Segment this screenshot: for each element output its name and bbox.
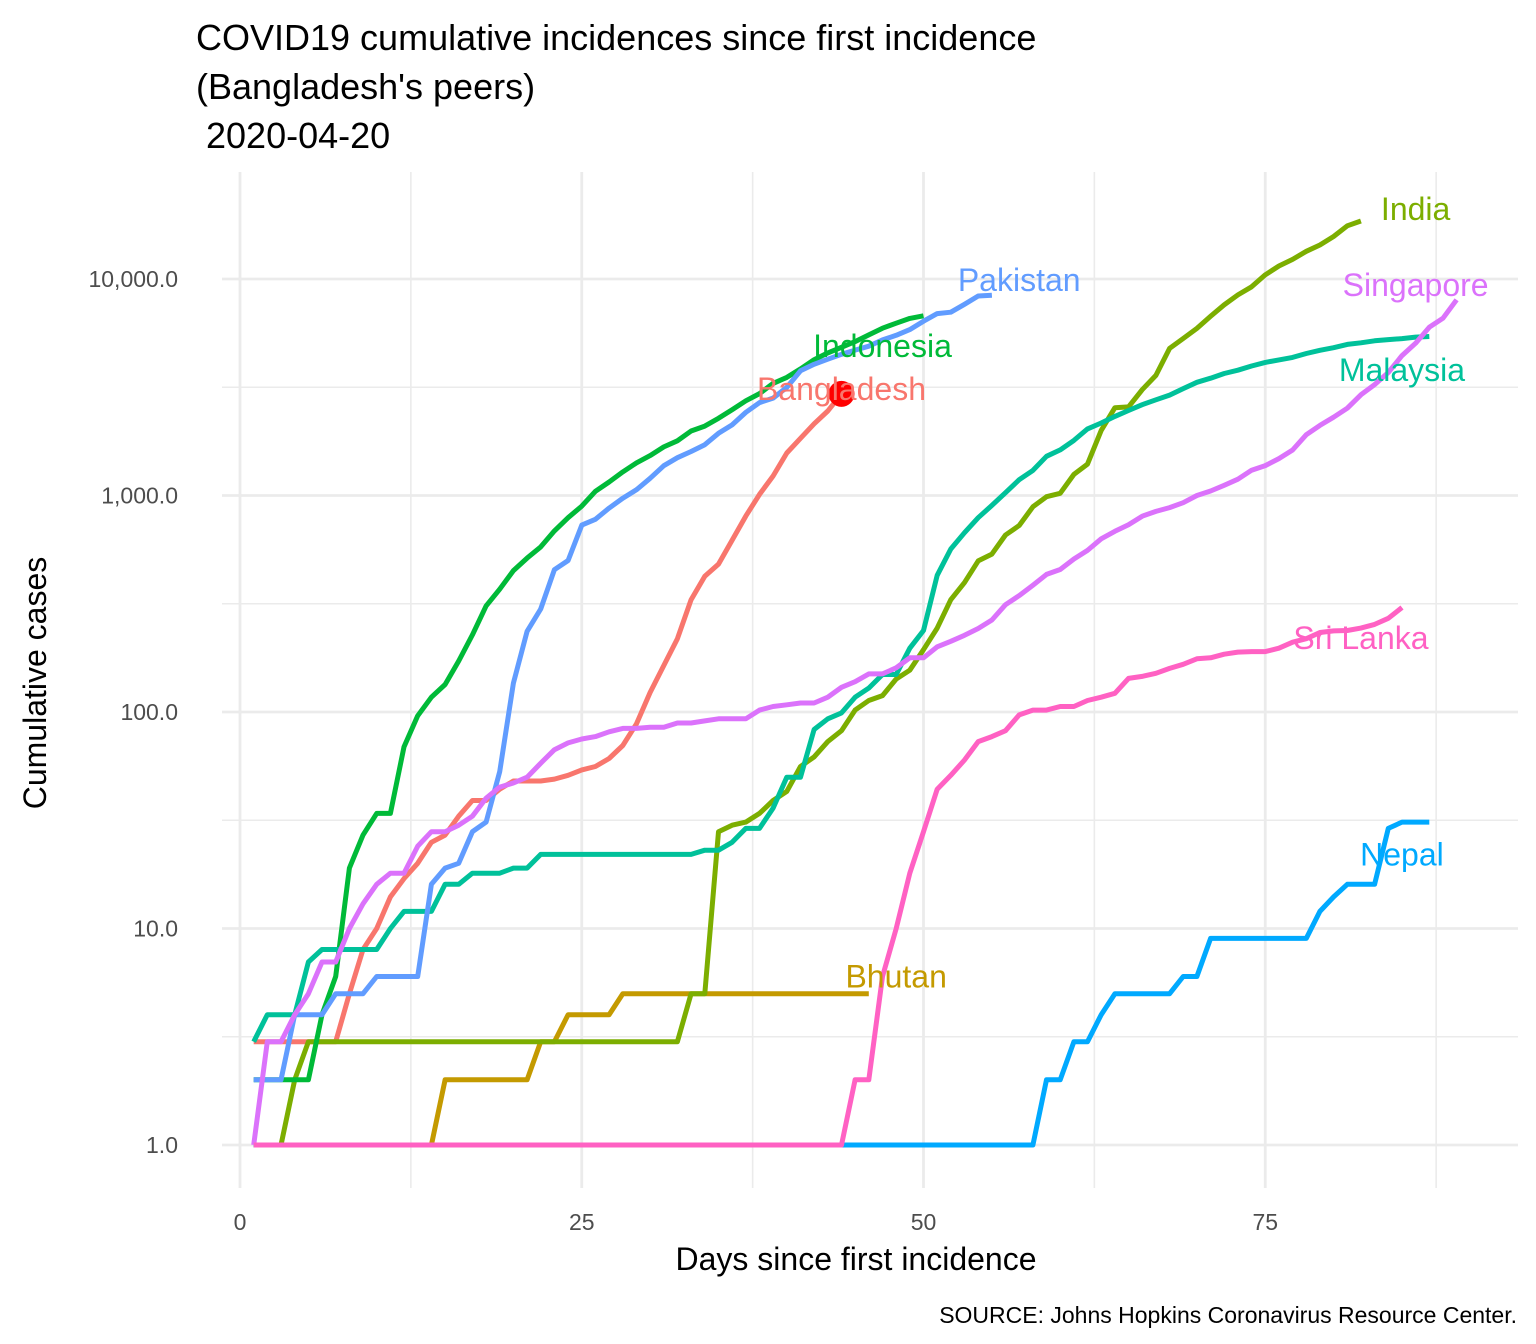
y-tick-label: 10.0 [133, 916, 178, 942]
series-label-nepal: Nepal [1360, 836, 1444, 872]
chart-title: COVID19 cumulative incidences since firs… [196, 17, 1036, 156]
series-label-indonesia: Indonesia [813, 328, 952, 364]
series-label-bhutan: Bhutan [845, 959, 946, 995]
source-caption: SOURCE: Johns Hopkins Coronavirus Resour… [939, 1302, 1517, 1328]
y-tick-label: 10,000.0 [88, 266, 178, 292]
series-lines [251, 218, 1459, 1148]
y-tick-label: 1,000.0 [101, 483, 178, 509]
series-labels: Bangladesh Bhutan India Indonesia Malaysia Ne… [757, 191, 1489, 994]
y-tick-label: 1.0 [146, 1132, 178, 1158]
y-tick-label: 100.0 [120, 699, 178, 725]
gridlines [222, 172, 1518, 1188]
highlight-point [828, 380, 855, 407]
series-label-malaysia: Malaysia [1339, 352, 1465, 388]
x-tick-label: 50 [911, 1209, 937, 1235]
series-label-india: India [1381, 191, 1451, 227]
series-label-sri-lanka: Sri Lanka [1293, 620, 1428, 656]
highlight-markers [828, 380, 855, 407]
series-line-malaysia [251, 334, 1430, 1043]
y-axis-title: Cumulative cases [17, 557, 53, 810]
series-line-bangladesh [253, 392, 844, 1045]
x-axis: 0 25 50 75 [234, 1209, 1278, 1235]
plot-panel: Bangladesh Bhutan India Indonesia Malaysia Ne… [222, 172, 1518, 1188]
x-tick-label: 75 [1252, 1209, 1278, 1235]
y-axis: 1.0 10.0 100.0 1,000.0 10,000.0 [88, 266, 178, 1158]
x-axis-title: Days since first incidence [675, 1241, 1036, 1277]
series-line-india [253, 218, 1362, 1148]
series-label-bangladesh: Bangladesh [757, 371, 926, 407]
chart-title-line-3: 2020-04-20 [196, 115, 390, 156]
chart-title-line-2: (Bangladesh's peers) [196, 66, 535, 107]
series-line-sri-lanka [253, 605, 1404, 1148]
series-line-indonesia [253, 313, 924, 1083]
x-tick-label: 0 [234, 1209, 247, 1235]
series-line-bhutan [253, 991, 869, 1148]
chart-title-line-1: COVID19 cumulative incidences since firs… [196, 17, 1036, 58]
series-label-pakistan: Pakistan [958, 262, 1081, 298]
series-line-pakistan [253, 292, 993, 1083]
series-label-singapore: Singapore [1343, 267, 1489, 303]
series-line-singapore [251, 298, 1459, 1146]
series-line-nepal [253, 819, 1430, 1148]
x-tick-label: 25 [569, 1209, 595, 1235]
